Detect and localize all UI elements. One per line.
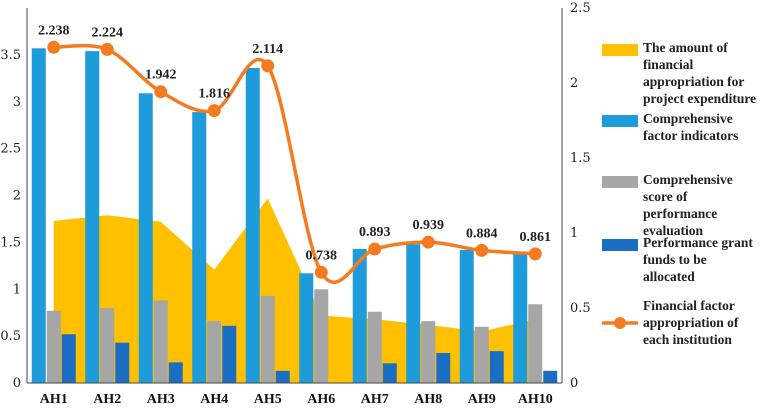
- line-point-ah4: [207, 104, 221, 118]
- bar-s1-ah9: [459, 249, 474, 383]
- data-label-ah1: 2.238: [38, 23, 70, 38]
- bar-s1-ah4: [192, 112, 207, 383]
- bar-s1-ah2: [85, 51, 100, 383]
- x-tick-label-ah8: AH8: [414, 392, 442, 407]
- data-label-ah9: 0.884: [466, 226, 498, 241]
- x-tick-label-ah5: AH5: [254, 392, 282, 407]
- x-tick-label-ah7: AH7: [361, 392, 389, 407]
- legend-swatch-2: [602, 176, 638, 188]
- line-point-ah6: [314, 265, 328, 279]
- y-right-tick-label: 1.5: [570, 151, 591, 166]
- legend-label-1: Comprehensive: [643, 111, 733, 126]
- bar-s2-ah5: [260, 295, 275, 383]
- legend-label-1: factor indicators: [643, 128, 738, 143]
- line-point-ah3: [154, 85, 168, 99]
- legend-swatch-marker: [614, 317, 626, 329]
- bar-s3-ah4: [222, 325, 237, 383]
- bar-s2-ah2: [100, 308, 115, 383]
- legend-label-3: funds to be: [643, 252, 707, 267]
- line-series-financial-factor: [53, 43, 536, 284]
- legend-label-4: Financial factor: [643, 298, 735, 313]
- data-label-ah4: 1.816: [199, 87, 231, 102]
- legend-label-2: performance: [643, 206, 717, 221]
- line-point-ah2: [100, 42, 114, 56]
- legend-swatch-1: [602, 115, 638, 127]
- legend-label-4: each institution: [643, 332, 732, 347]
- legend-label-0: The amount of: [643, 40, 728, 55]
- bar-s3-ah8: [436, 353, 451, 383]
- bar-s2-ah3: [153, 300, 168, 383]
- data-label-ah8: 0.939: [413, 218, 445, 233]
- bar-s1-ah7: [352, 248, 367, 383]
- line-point-ah7: [368, 242, 382, 256]
- bar-s1-ah10: [513, 253, 528, 383]
- bar-s2-ah10: [528, 304, 543, 383]
- bar-s3-ah2: [115, 342, 130, 383]
- data-label-ah5: 2.114: [252, 42, 283, 57]
- data-label-ah2: 2.224: [92, 25, 124, 40]
- legend-label-0: project expenditure: [643, 91, 756, 106]
- y-left-tick-label: 0.5: [0, 329, 21, 344]
- x-tick-label-ah4: AH4: [200, 392, 228, 407]
- line-point-ah5: [261, 59, 275, 73]
- bar-s2-ah7: [367, 311, 382, 383]
- data-label-ah7: 0.893: [359, 225, 391, 240]
- y-left-tick-label: 1.5: [0, 235, 21, 250]
- legend-label-3: allocated: [643, 269, 695, 284]
- y-right-tick-label: 2.5: [570, 1, 591, 16]
- bar-s2-ah1: [46, 310, 61, 383]
- x-tick-label-ah6: AH6: [307, 392, 335, 407]
- x-tick-label-ah3: AH3: [147, 392, 175, 407]
- legend-label-3: Performance grant: [643, 235, 753, 250]
- bar-s3-ah1: [61, 334, 76, 383]
- y-left-tick-label: 3: [13, 95, 21, 110]
- legend-label-2: Comprehensive: [643, 172, 733, 187]
- bar-s1-ah8: [406, 244, 421, 383]
- legend-swatch-0: [602, 44, 638, 56]
- x-tick-label-ah9: AH9: [468, 392, 496, 407]
- y-right-tick-label: 0.5: [570, 301, 591, 316]
- y-left-tick-label: 0: [13, 376, 21, 391]
- line-point-ah10: [528, 247, 542, 261]
- data-label-ah3: 1.942: [145, 68, 177, 83]
- legend-label-2: evaluation: [643, 223, 703, 238]
- x-tick-label-ah2: AH2: [93, 392, 121, 407]
- y-right-tick-label: 1: [570, 226, 578, 241]
- bar-s3-ah7: [382, 363, 397, 383]
- y-left-tick-label: 3.5: [0, 48, 21, 63]
- bar-s3-ah10: [543, 370, 558, 383]
- line-point-ah8: [421, 235, 435, 249]
- data-label-ah10: 0.861: [520, 230, 552, 245]
- y-right-tick-label: 0: [570, 376, 578, 391]
- bar-s1-ah3: [138, 93, 153, 383]
- y-left-tick-label: 2.5: [0, 142, 21, 157]
- bar-s1-ah6: [299, 273, 314, 383]
- y-right-tick-label: 2: [570, 76, 578, 91]
- bar-s2-ah4: [207, 321, 222, 383]
- bar-s3-ah3: [168, 362, 183, 383]
- bar-s2-ah6: [314, 289, 329, 383]
- bar-s1-ah5: [245, 68, 260, 383]
- legend-label-2: score of: [643, 189, 688, 204]
- data-label-ah6: 0.738: [306, 248, 338, 263]
- legend-label-4: appropriation of: [643, 315, 739, 330]
- line-point-ah1: [47, 40, 61, 54]
- legend-label-0: financial: [643, 57, 694, 72]
- bar-s3-ah9: [489, 351, 504, 383]
- y-left-tick-label: 2: [13, 189, 21, 204]
- x-tick-label-ah1: AH1: [40, 392, 68, 407]
- bar-s2-ah9: [474, 326, 489, 383]
- bar-s1-ah1: [31, 48, 46, 383]
- legend-swatch-3: [602, 239, 638, 251]
- bar-s3-ah5: [275, 370, 290, 383]
- y-left-tick-label: 1: [13, 282, 21, 297]
- legend-label-0: appropriation for: [643, 74, 744, 89]
- x-tick-label-ah10: AH10: [518, 392, 553, 407]
- bar-s2-ah8: [421, 321, 436, 383]
- line-point-ah9: [475, 243, 489, 257]
